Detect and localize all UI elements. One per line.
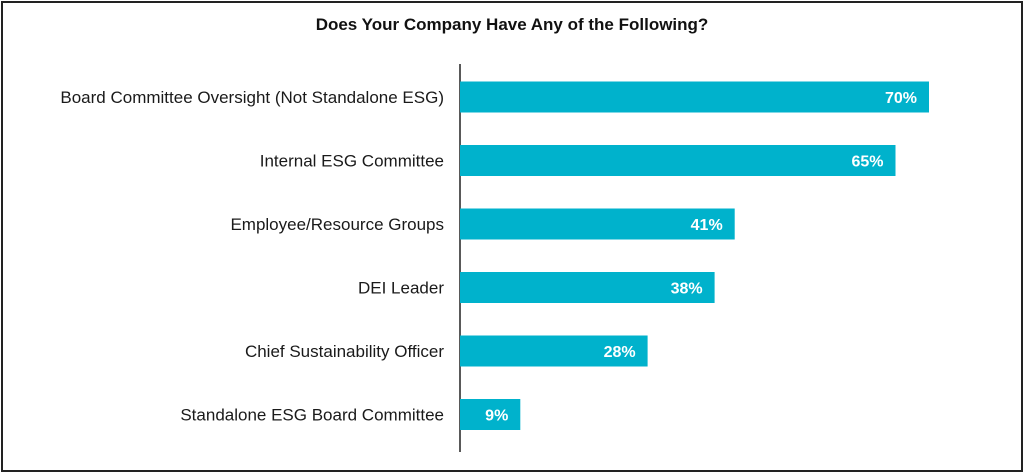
value-label-3: 38% [671,281,703,298]
bar-5 [460,399,521,430]
bar-0 [460,81,929,113]
category-label-0: Board Committee Oversight (Not Standalon… [60,88,444,107]
bar-3 [460,272,715,303]
category-label-1: Internal ESG Committee [260,152,444,171]
category-label-3: DEI Leader [358,279,444,298]
bar-2 [460,208,735,240]
bar-1 [460,145,896,176]
category-label-4: Chief Sustainability Officer [245,342,444,361]
bar-4 [460,335,648,367]
value-label-4: 28% [604,344,636,361]
value-label-5: 9% [485,408,508,425]
value-label-2: 41% [691,217,723,234]
category-label-2: Employee/Resource Groups [230,215,444,234]
value-label-0: 70% [885,90,917,107]
value-label-1: 65% [851,154,883,171]
chart-title: Does Your Company Have Any of the Follow… [315,15,709,34]
category-label-5: Standalone ESG Board Committee [180,406,444,425]
